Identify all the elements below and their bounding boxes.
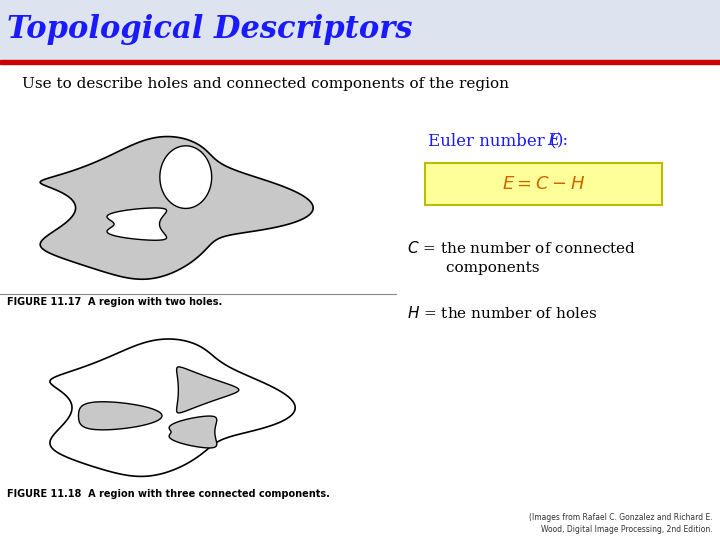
Text: Use to describe holes and connected components of the region: Use to describe holes and connected comp… <box>22 77 508 91</box>
Text: FIGURE 11.18  A region with three connected components.: FIGURE 11.18 A region with three connect… <box>7 489 330 499</box>
Text: $H$ = the number of holes: $H$ = the number of holes <box>407 305 597 321</box>
Text: E: E <box>547 132 559 149</box>
Polygon shape <box>50 339 295 476</box>
Polygon shape <box>160 146 212 208</box>
Text: Euler number (: Euler number ( <box>428 132 557 149</box>
Polygon shape <box>107 208 166 240</box>
Text: (Images from Rafael C. Gonzalez and Richard E.
Wood, Digital Image Processing, 2: (Images from Rafael C. Gonzalez and Rich… <box>529 512 713 534</box>
FancyBboxPatch shape <box>425 163 662 205</box>
Text: $E = C - H$: $E = C - H$ <box>502 175 585 193</box>
Polygon shape <box>169 416 217 448</box>
Polygon shape <box>40 137 313 279</box>
Polygon shape <box>78 402 162 430</box>
Text: ):: ): <box>557 132 569 149</box>
Text: FIGURE 11.17  A region with two holes.: FIGURE 11.17 A region with two holes. <box>7 298 222 307</box>
Text: $C$ = the number of connected
        components: $C$ = the number of connected components <box>407 240 636 275</box>
Bar <box>0 60 720 64</box>
Bar <box>0 0 720 62</box>
Text: Topological Descriptors: Topological Descriptors <box>7 14 413 45</box>
Polygon shape <box>176 367 239 413</box>
